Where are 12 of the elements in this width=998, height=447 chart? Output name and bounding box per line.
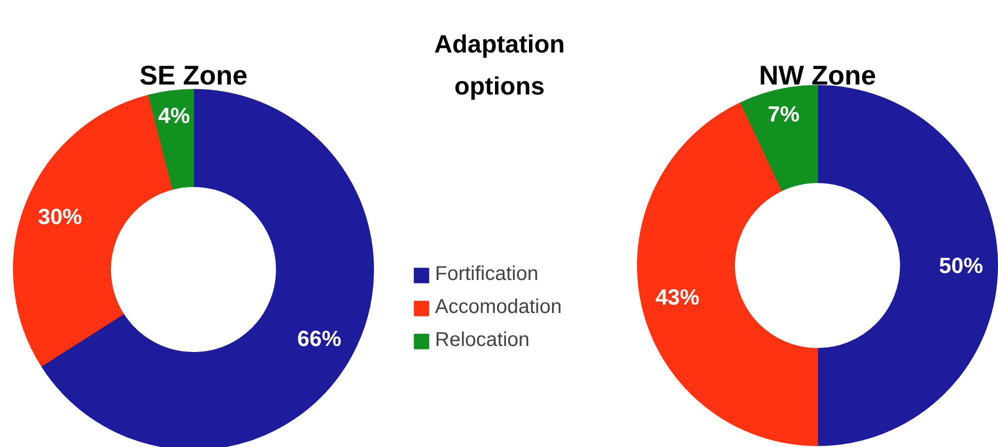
data-label: 66% bbox=[297, 326, 342, 352]
chart-title: SE Zone bbox=[139, 60, 248, 90]
data-label: 43% bbox=[655, 284, 700, 310]
legend-label: Relocation bbox=[435, 329, 530, 352]
chart-title: NW Zone bbox=[759, 60, 876, 90]
data-label: 4% bbox=[158, 103, 190, 128]
data-label: 30% bbox=[38, 204, 82, 230]
legend-label: Accomodation bbox=[435, 296, 562, 319]
legend-label: Fortification bbox=[435, 263, 538, 286]
data-label: 7% bbox=[768, 102, 800, 127]
data-label: 50% bbox=[938, 253, 984, 278]
legend-title: Adaptation options bbox=[434, 30, 565, 100]
